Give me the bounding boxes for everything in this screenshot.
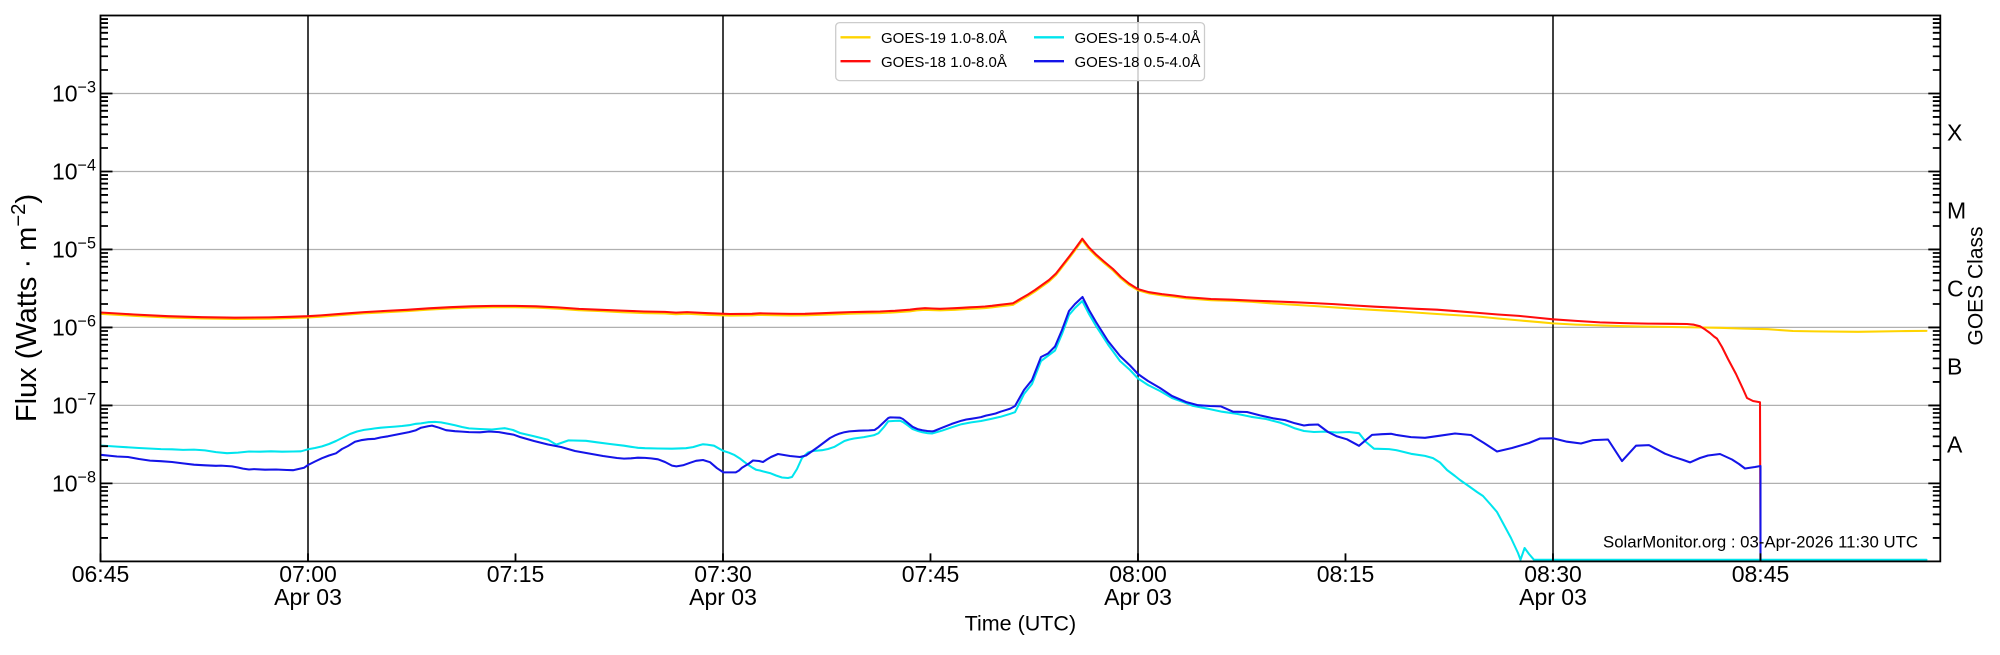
svg-text:10−7: 10−7 — [52, 390, 96, 418]
svg-text:08:15: 08:15 — [1317, 561, 1375, 587]
svg-text:B: B — [1947, 354, 1962, 380]
svg-text:A: A — [1947, 432, 1963, 458]
svg-text:GOES-19 0.5-4.0Å: GOES-19 0.5-4.0Å — [1075, 30, 1201, 47]
svg-text:10−4: 10−4 — [52, 157, 96, 185]
svg-text:10−3: 10−3 — [52, 79, 96, 107]
svg-text:X: X — [1947, 120, 1962, 146]
svg-text:08:45: 08:45 — [1732, 561, 1790, 587]
svg-text:C: C — [1947, 276, 1964, 302]
svg-text:07:30: 07:30 — [694, 561, 752, 587]
svg-text:Apr 03: Apr 03 — [1104, 584, 1172, 610]
svg-text:SolarMonitor.org : 03-Apr-2026: SolarMonitor.org : 03-Apr-2026 11:30 UTC — [1603, 533, 1918, 552]
svg-text:Apr 03: Apr 03 — [1519, 584, 1587, 610]
svg-text:M: M — [1947, 198, 1966, 224]
svg-text:GOES-19 1.0-8.0Å: GOES-19 1.0-8.0Å — [881, 30, 1007, 47]
svg-text:Flux (Watts · m−2): Flux (Watts · m−2) — [8, 194, 43, 422]
svg-text:10−8: 10−8 — [52, 468, 96, 496]
svg-text:06:45: 06:45 — [72, 561, 130, 587]
svg-text:07:00: 07:00 — [279, 561, 337, 587]
svg-text:07:45: 07:45 — [902, 561, 960, 587]
svg-text:07:15: 07:15 — [487, 561, 545, 587]
svg-text:GOES-18 1.0-8.0Å: GOES-18 1.0-8.0Å — [881, 54, 1007, 71]
svg-text:08:30: 08:30 — [1524, 561, 1582, 587]
svg-text:GOES-18 0.5-4.0Å: GOES-18 0.5-4.0Å — [1075, 54, 1201, 71]
svg-text:Apr 03: Apr 03 — [689, 584, 757, 610]
svg-text:Apr 03: Apr 03 — [274, 584, 342, 610]
svg-text:GOES Class: GOES Class — [1965, 226, 1988, 345]
svg-text:10−5: 10−5 — [52, 235, 96, 263]
svg-text:10−6: 10−6 — [52, 312, 96, 340]
svg-text:Time (UTC): Time (UTC) — [965, 612, 1076, 636]
svg-text:08:00: 08:00 — [1109, 561, 1167, 587]
